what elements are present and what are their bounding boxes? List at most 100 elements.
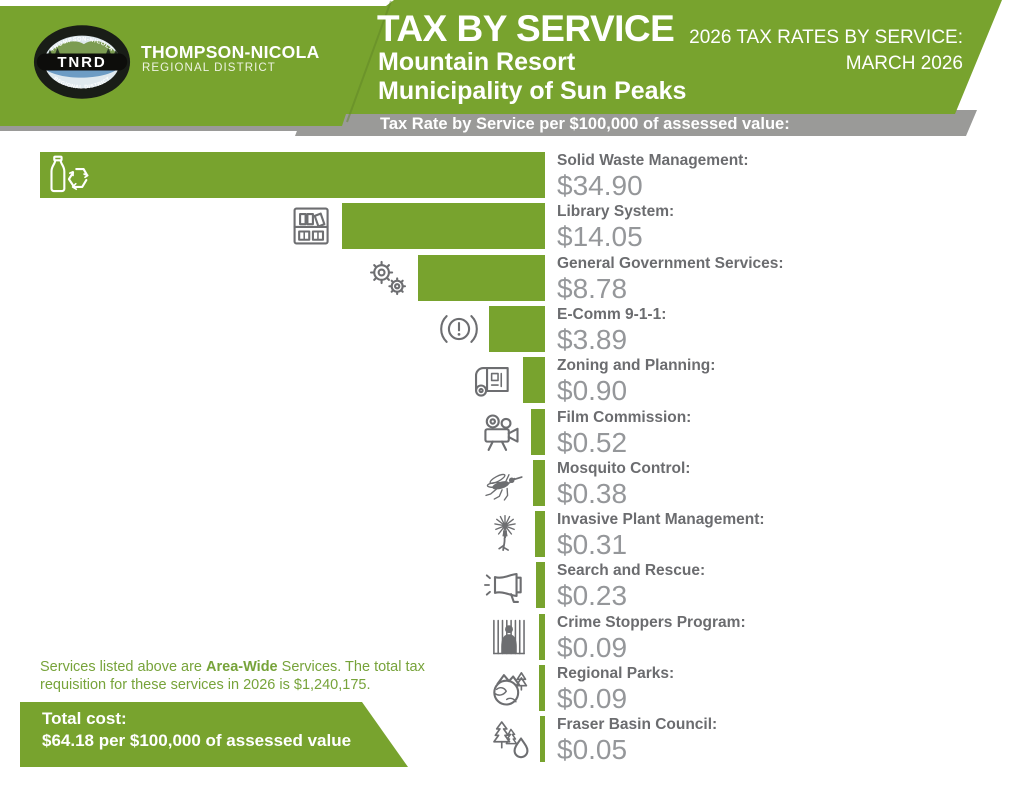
chart-row: Regional Parks: $0.09 — [0, 665, 1024, 713]
gray-caption-band — [295, 110, 977, 136]
emergency-alert-icon — [437, 307, 481, 351]
service-bar — [342, 203, 545, 249]
service-value: $0.09 — [557, 683, 628, 714]
film-camera-icon — [479, 410, 523, 454]
service-value: $0.90 — [557, 375, 628, 406]
service-bar — [539, 665, 545, 711]
green-header-band — [0, 0, 1002, 126]
service-bar — [531, 409, 545, 455]
service-labels: Mosquito Control: $0.38 — [557, 460, 690, 508]
service-value: $34.90 — [557, 170, 643, 201]
service-labels: Library System: $14.05 — [557, 203, 674, 251]
chart-row: Mosquito Control: $0.38 — [0, 460, 1024, 508]
logo-band — [36, 53, 128, 71]
logo-acronym: TNRD — [57, 54, 106, 71]
org-subtitle: REGIONAL DISTRICT — [142, 62, 276, 74]
service-label: Crime Stoppers Program: — [557, 614, 746, 631]
service-label: Mosquito Control: — [557, 460, 691, 477]
library-shelf-icon — [290, 204, 334, 248]
service-value: $0.38 — [557, 478, 628, 509]
service-bar — [539, 614, 545, 660]
invasive-plant-icon — [483, 512, 527, 556]
chart-row: Library System: $14.05 — [0, 203, 1024, 251]
header-shadow-sliver — [0, 126, 320, 131]
tnrd-logo: THOMPSON-NICOLA TNRD REGIONAL DISTRICT — [33, 25, 131, 99]
service-value: $0.05 — [557, 734, 628, 765]
service-labels: Fraser Basin Council: $0.05 — [557, 716, 717, 764]
page-title: TAX BY SERVICE — [377, 8, 675, 49]
service-labels: Regional Parks: $0.09 — [557, 665, 674, 713]
service-labels: Invasive Plant Management: $0.31 — [557, 511, 765, 559]
service-bar — [489, 306, 545, 352]
total-cost-label: Total cost: — [42, 709, 127, 728]
header-background — [0, 0, 1002, 136]
service-bar — [533, 460, 545, 506]
header-seam-line — [346, 0, 392, 123]
area-wide-note: Services listed above are Area-Wide Serv… — [40, 659, 438, 694]
prisoner-bars-icon — [487, 615, 531, 659]
trees-waterdrop-icon — [488, 717, 532, 761]
megaphone-icon — [484, 563, 528, 607]
org-name: THOMPSON-NICOLA — [141, 42, 320, 62]
service-bar — [418, 255, 545, 301]
service-labels: E-Comm 9-1-1: $3.89 — [557, 306, 666, 354]
service-bar — [535, 511, 545, 557]
chart-row: Crime Stoppers Program: $0.09 — [0, 614, 1024, 662]
chart-row: Film Commission: $0.52 — [0, 409, 1024, 457]
chart-row: Invasive Plant Management: $0.31 — [0, 511, 1024, 559]
chart-row: Fraser Basin Council: $0.05 — [0, 716, 1024, 764]
service-label: Zoning and Planning: — [557, 357, 716, 374]
service-label: Film Commission: — [557, 409, 692, 426]
service-label: Invasive Plant Management: — [557, 511, 765, 528]
total-cost-banner-background — [20, 702, 408, 767]
header-right-title: 2026 TAX RATES BY SERVICE: MARCH 2026 — [689, 25, 963, 77]
right-title-line1: 2026 TAX RATES BY SERVICE: — [689, 27, 963, 48]
service-bar — [540, 716, 545, 762]
service-value: $0.52 — [557, 427, 628, 458]
service-label: Solid Waste Management: — [557, 152, 749, 169]
note-prefix: Services listed above are — [40, 659, 207, 675]
service-value: $0.23 — [557, 580, 628, 611]
service-labels: Search and Rescue: $0.23 — [557, 562, 705, 610]
service-label: Fraser Basin Council: — [557, 716, 718, 733]
note-bold: Area-Wide — [206, 659, 278, 675]
service-labels: Crime Stoppers Program: $0.09 — [557, 614, 746, 662]
total-banner-shape — [20, 702, 408, 767]
service-bar — [523, 357, 545, 403]
service-value: $14.05 — [557, 221, 643, 252]
blueprint-plan-icon — [471, 358, 515, 402]
globe-parks-icon — [487, 666, 531, 710]
mosquito-icon — [481, 461, 525, 505]
service-labels: General Government Services: $8.78 — [557, 255, 784, 303]
service-bar — [40, 152, 545, 198]
service-value: $0.09 — [557, 632, 628, 663]
service-label: Regional Parks: — [557, 665, 675, 682]
gears-icon — [366, 256, 410, 300]
chart-row: Search and Rescue: $0.23 — [0, 562, 1024, 610]
subtitle-municipality: Municipality of Sun Peaks — [378, 77, 687, 105]
total-cost-value: $64.18 per $100,000 of assessed value — [42, 731, 352, 750]
chart-row: E-Comm 9-1-1: $3.89 — [0, 306, 1024, 354]
recycling-bottle-icon — [46, 153, 90, 197]
subtitle-mountain-resort: Mountain Resort — [378, 48, 576, 76]
service-value: $8.78 — [557, 273, 628, 304]
service-value: $3.89 — [557, 324, 628, 355]
service-labels: Film Commission: $0.52 — [557, 409, 691, 457]
chart-row: General Government Services: $8.78 — [0, 255, 1024, 303]
service-value: $0.31 — [557, 529, 628, 560]
chart-row: Zoning and Planning: $0.90 — [0, 357, 1024, 405]
note-suffix: Services. The total tax requisition for … — [40, 659, 425, 693]
service-labels: Zoning and Planning: $0.90 — [557, 357, 715, 405]
service-labels: Solid Waste Management: $34.90 — [557, 152, 748, 200]
service-label: General Government Services: — [557, 255, 784, 272]
service-label: Library System: — [557, 203, 675, 220]
total-cost-banner: Total cost: $64.18 per $100,000 of asses… — [42, 708, 351, 752]
service-label: E-Comm 9-1-1: — [557, 306, 667, 323]
chart-row: Solid Waste Management: $34.90 — [0, 152, 1024, 200]
service-label: Search and Rescue: — [557, 562, 706, 579]
chart-caption: Tax Rate by Service per $100,000 of asse… — [380, 115, 790, 133]
service-bar — [536, 562, 545, 608]
right-title-line2: MARCH 2026 — [845, 53, 963, 74]
